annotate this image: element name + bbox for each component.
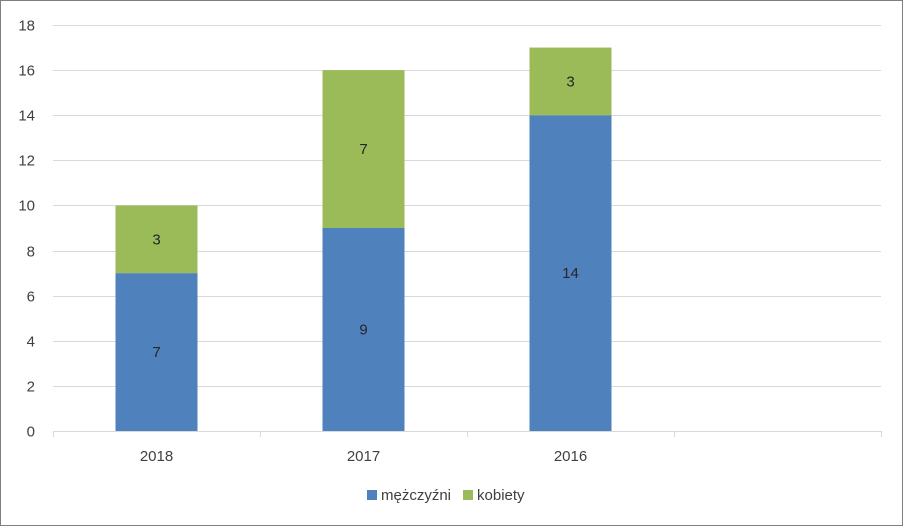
- y-axis: 0 2 4 6 8 10 12 14 16 18: [18, 18, 35, 441]
- y-tick-label: 14: [18, 108, 35, 125]
- bar-kobiety-2018: [115, 205, 198, 274]
- x-tick-label: 2018: [140, 448, 173, 465]
- y-tick-label: 0: [27, 424, 35, 441]
- y-tick-label: 16: [18, 63, 35, 80]
- bars: 7 3 9 7 14 3: [115, 47, 612, 431]
- legend-swatch: [367, 490, 377, 500]
- bar-kobiety-2016: [529, 47, 612, 116]
- y-tick-label: 10: [18, 198, 35, 215]
- bar-mezczyzni-2017: [322, 228, 405, 431]
- x-tick-label: 2016: [554, 448, 587, 465]
- y-tick-label: 2: [27, 379, 35, 396]
- data-label: 7: [359, 141, 367, 158]
- y-tick-label: 18: [18, 18, 35, 35]
- legend-entry: mężczyźni: [381, 487, 451, 504]
- data-label: 3: [152, 231, 160, 248]
- x-axis: 2018 2017 2016: [53, 431, 882, 465]
- bar-kobiety-2017: [322, 70, 405, 228]
- legend-entry: kobiety: [477, 487, 525, 504]
- bar-mezczyzni-2018: [115, 273, 198, 431]
- data-label: 14: [562, 265, 579, 282]
- y-tick-label: 4: [27, 334, 35, 351]
- legend-swatch: [463, 490, 474, 500]
- y-tick-label: 6: [27, 289, 35, 306]
- data-label: 9: [359, 322, 367, 339]
- data-label: 3: [566, 73, 574, 90]
- y-tick-label: 12: [18, 153, 35, 170]
- legend: mężczyźni kobiety: [367, 487, 525, 504]
- y-tick-label: 8: [27, 244, 35, 261]
- bar-mezczyzni-2016: [529, 115, 612, 431]
- data-label: 7: [152, 344, 160, 361]
- x-tick-label: 2017: [347, 448, 380, 465]
